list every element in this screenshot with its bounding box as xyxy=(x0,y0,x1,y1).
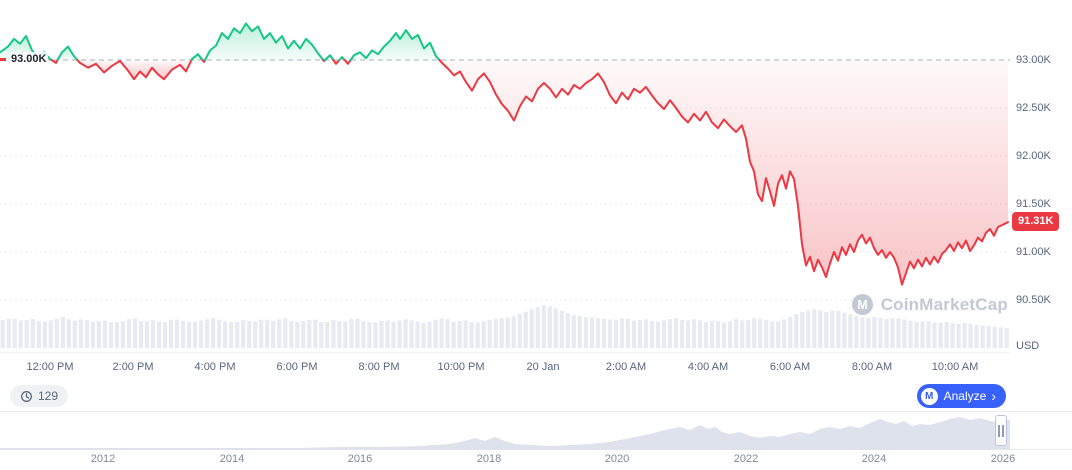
analyze-button[interactable]: M Analyze › xyxy=(916,384,1006,408)
baseline-price-marker xyxy=(0,58,6,61)
logo-letter: M xyxy=(857,298,867,312)
y-tick: 92.50K xyxy=(1016,102,1051,114)
x-tick: 12:00 PM xyxy=(26,361,74,373)
year-tick: 2026 xyxy=(990,453,1016,465)
x-tick: 20 Jan xyxy=(526,361,560,373)
price-chart-svg[interactable] xyxy=(0,0,1010,352)
y-tick: 90.50K xyxy=(1016,294,1051,306)
y-tick: 91.50K xyxy=(1016,198,1051,210)
x-tick: 6:00 AM xyxy=(769,361,811,373)
y-axis: 93.00K 92.50K 92.00K 91.50K 91.31K 91.00… xyxy=(1010,0,1072,352)
y-tick: 93.00K xyxy=(1016,54,1051,66)
analyze-label: Analyze xyxy=(943,389,987,403)
current-price-badge: 91.31K xyxy=(1012,212,1060,231)
year-axis: 2012 2014 2016 2018 2020 2022 2024 2026 xyxy=(0,450,1072,470)
x-tick: 10:00 AM xyxy=(931,361,979,373)
year-tick: 2014 xyxy=(219,453,245,465)
timeline-brush-handle[interactable] xyxy=(995,415,1007,446)
x-tick: 10:00 PM xyxy=(437,361,485,373)
x-tick: 2:00 PM xyxy=(112,361,154,373)
chevron-right-icon: › xyxy=(991,388,996,404)
x-tick: 6:00 PM xyxy=(276,361,318,373)
x-tick: 8:00 PM xyxy=(358,361,400,373)
x-tick: 2:00 AM xyxy=(605,361,647,373)
year-tick: 2022 xyxy=(733,453,759,465)
timeline-svg[interactable] xyxy=(0,413,1010,450)
x-tick: 8:00 AM xyxy=(851,361,893,373)
history-count-button[interactable]: 129 xyxy=(10,385,69,407)
time-axis: 12:00 PM 2:00 PM 4:00 PM 6:00 PM 8:00 PM… xyxy=(0,352,1010,383)
year-tick: 2016 xyxy=(347,453,373,465)
baseline-price-label: 93.00K xyxy=(9,52,49,66)
cmc-logo-icon: M xyxy=(920,387,938,405)
coinmarketcap-logo-icon: M xyxy=(851,293,873,316)
history-icon xyxy=(21,390,32,402)
year-tick: 2020 xyxy=(604,453,630,465)
controls-row: 129 M Analyze › xyxy=(0,383,1072,411)
history-timeline xyxy=(0,411,1072,450)
x-tick: 4:00 PM xyxy=(194,361,236,373)
price-chart-area: 93.00K 93.00K 92.50K 92.00K 91.50K 91.31… xyxy=(0,0,1072,352)
watermark-text: CoinMarketCap xyxy=(880,294,1008,314)
history-count: 129 xyxy=(38,389,59,403)
x-tick: 4:00 AM xyxy=(687,361,729,373)
watermark: M CoinMarketCap xyxy=(851,293,1008,316)
year-tick: 2012 xyxy=(90,453,116,465)
y-tick: 91.00K xyxy=(1016,246,1051,258)
y-tick: 92.00K xyxy=(1016,150,1051,162)
year-tick: 2024 xyxy=(861,453,887,465)
currency-unit-toggle[interactable]: USD xyxy=(1016,340,1040,352)
year-tick: 2018 xyxy=(476,453,502,465)
